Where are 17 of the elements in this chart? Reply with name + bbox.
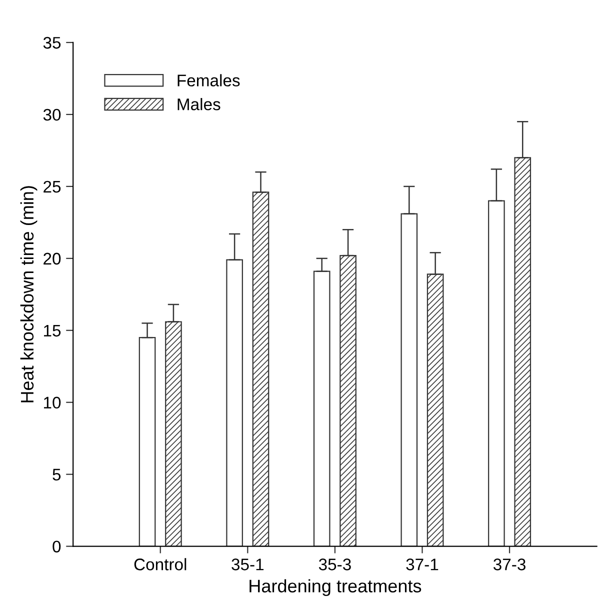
x-tick-label: 35-3 — [318, 558, 351, 570]
y-axis-title: Heat knockdown time (min) — [20, 186, 38, 402]
y-tick-label: 30 — [43, 108, 61, 121]
x-axis-title: Hardening treatments — [250, 579, 422, 596]
y-tick-label: 20 — [44, 252, 61, 265]
legend-label: Females — [178, 74, 240, 86]
y-tick-label: 5 — [52, 468, 61, 481]
x-tick-label: Control — [134, 558, 186, 570]
y-tick-label: 15 — [44, 324, 61, 337]
y-tick-label: 0 — [52, 540, 61, 553]
legend-label: Males — [178, 98, 220, 110]
x-tick-label: 35-1 — [232, 558, 264, 570]
y-tick-label: 10 — [44, 396, 61, 409]
x-tick-label: 37-3 — [493, 558, 526, 570]
y-tick-label: 35 — [43, 36, 61, 49]
y-tick-label: 25 — [44, 180, 61, 193]
x-tick-label: 37-1 — [406, 558, 438, 570]
